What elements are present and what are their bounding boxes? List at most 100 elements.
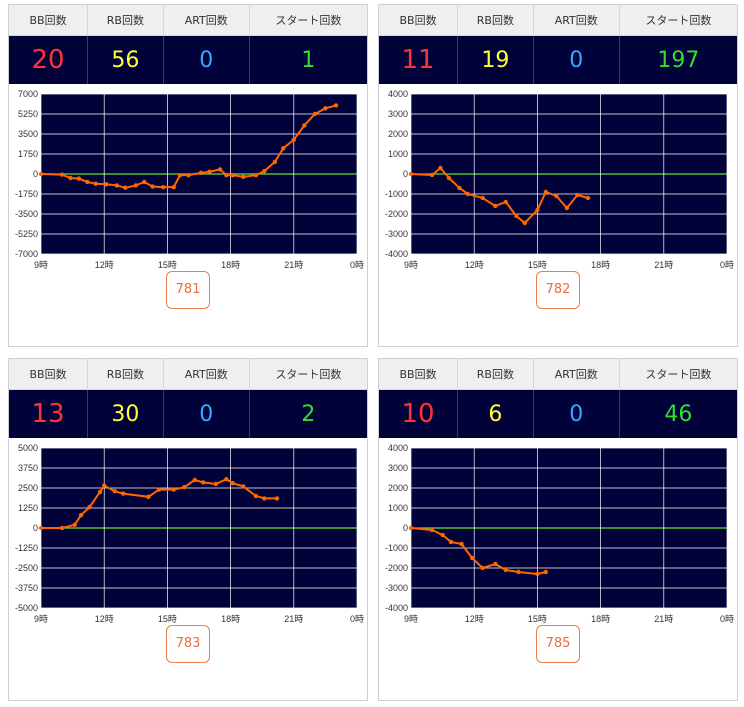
y-tick-label: -3000: [385, 229, 408, 239]
data-point: [133, 183, 138, 188]
series-line: [41, 478, 277, 529]
x-tick-label: 18時: [221, 260, 240, 270]
bb-header: BB回数: [379, 5, 459, 36]
x-tick-label: 21時: [284, 260, 303, 270]
data-point: [312, 111, 318, 117]
data-point: [262, 496, 267, 501]
y-tick-label: -5250: [15, 229, 38, 239]
data-point: [516, 569, 521, 575]
data-point: [213, 481, 219, 487]
data-point: [448, 539, 454, 545]
data-point: [230, 172, 235, 178]
x-tick-label: 9時: [34, 614, 48, 624]
data-point: [302, 123, 307, 128]
y-tick-label: -2000: [385, 209, 408, 219]
data-point: [59, 525, 65, 531]
y-tick-label: 7000: [18, 89, 38, 99]
y-tick-label: 0: [33, 523, 38, 533]
y-tick-label: 4000: [388, 89, 408, 99]
stats-table: BB回数 RB回数 ART回数 スタート回数 13 30 0 2: [9, 359, 367, 438]
x-tick-label: 0時: [720, 260, 734, 270]
slump-chart: 4000 3000 2000 1000 0 -1000 -2000 -3000 -4000 9時 1…: [379, 438, 737, 640]
rb-header: RB回数: [457, 5, 534, 36]
start-header: スタート回数: [619, 359, 737, 390]
x-tick-label: 15時: [158, 614, 177, 624]
y-tick-label: 1750: [18, 149, 38, 159]
data-point: [503, 567, 508, 573]
rb-header: RB回数: [457, 359, 534, 390]
x-tick-label: 12時: [95, 614, 114, 624]
data-point: [123, 185, 128, 190]
data-point: [160, 184, 166, 190]
data-point: [78, 513, 84, 518]
y-tick-label: 4000: [388, 443, 408, 453]
bb-count: 20: [9, 35, 89, 84]
data-point: [459, 541, 464, 547]
start-header: スタート回数: [619, 5, 737, 36]
y-tick-label: 1250: [18, 503, 38, 513]
data-point: [224, 172, 229, 178]
rb-count: 56: [87, 35, 164, 84]
data-point: [120, 491, 126, 496]
data-point: [97, 489, 103, 495]
machine-number-button[interactable]: 781: [166, 271, 210, 309]
data-point: [274, 496, 280, 501]
bb-header: BB回数: [9, 359, 89, 390]
data-point: [171, 487, 176, 492]
data-point: [104, 182, 109, 187]
data-point: [535, 207, 540, 213]
machine-number-button[interactable]: 782: [536, 271, 580, 309]
y-tick-label: 1000: [388, 149, 408, 159]
data-point: [564, 205, 570, 211]
y-tick-label: -3750: [15, 583, 38, 593]
data-point: [38, 171, 44, 177]
y-tick-label: -3000: [385, 583, 408, 593]
data-point: [446, 175, 452, 181]
x-tick-label: 0時: [350, 614, 364, 624]
bb-count: 13: [9, 389, 89, 438]
rb-header: RB回数: [87, 5, 164, 36]
y-tick-label: 3000: [388, 463, 408, 473]
data-point: [429, 527, 435, 533]
data-point: [114, 183, 120, 188]
data-point: [493, 561, 498, 567]
x-tick-label: 15時: [528, 614, 547, 624]
y-tick-label: 5250: [18, 109, 38, 119]
data-point: [543, 569, 549, 575]
data-point: [323, 106, 328, 111]
rb-count: 6: [457, 389, 534, 438]
x-tick-label: 0時: [720, 614, 734, 624]
y-tick-label: 1000: [388, 503, 408, 513]
machine-number-button[interactable]: 785: [536, 625, 580, 663]
y-tick-label: 0: [403, 523, 408, 533]
data-point: [87, 505, 92, 510]
data-point: [465, 191, 471, 197]
data-point: [408, 525, 414, 531]
data-point: [177, 172, 183, 178]
data-point: [408, 171, 414, 177]
y-tick-label: -2000: [385, 563, 408, 573]
stats-table: BB回数 RB回数 ART回数 スタート回数 10 6 0 46: [379, 359, 737, 438]
data-point: [253, 172, 259, 178]
start-count: 2: [249, 389, 367, 438]
rb-header: RB回数: [87, 359, 164, 390]
data-point: [85, 179, 90, 185]
data-point: [224, 477, 229, 482]
data-point: [253, 493, 259, 499]
art-header: ART回数: [533, 359, 620, 390]
machine-number-button[interactable]: 783: [166, 625, 210, 663]
bb-header: BB回数: [379, 359, 459, 390]
x-tick-label: 21時: [654, 614, 673, 624]
start-header: スタート回数: [249, 359, 367, 390]
data-point: [59, 172, 65, 177]
y-tick-label: -1000: [385, 189, 408, 199]
x-tick-label: 9時: [404, 614, 418, 624]
y-tick-label: 0: [403, 169, 408, 179]
x-tick-label: 21時: [284, 614, 303, 624]
data-point: [493, 203, 498, 209]
bb-count: 10: [379, 389, 459, 438]
data-point: [429, 172, 435, 178]
y-tick-label: -7000: [15, 249, 38, 259]
